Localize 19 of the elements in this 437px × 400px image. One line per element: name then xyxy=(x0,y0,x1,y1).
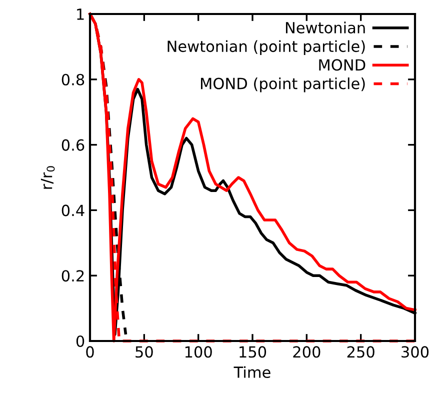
legend-label: Newtonian xyxy=(286,22,365,34)
x-tick-label: 50 xyxy=(136,346,153,358)
y-axis-title: r/r$_{0}$ xyxy=(40,166,55,189)
x-tick-label: 300 xyxy=(402,346,429,358)
y-tick-label: 0.2 xyxy=(62,270,84,282)
x-tick-label: 250 xyxy=(347,346,374,358)
y-tick-label: 0.4 xyxy=(62,204,84,216)
y-tick-label: 0 xyxy=(76,335,84,348)
legend-label: Newtonian (point particle) xyxy=(168,40,365,56)
x-axis-title: Time xyxy=(234,366,270,378)
x-tick-label: 0 xyxy=(86,346,94,358)
y-tick-label: 0.6 xyxy=(62,139,84,151)
x-tick-label: 200 xyxy=(293,346,320,358)
x-tick-label: 150 xyxy=(240,346,266,358)
y-tick-label: 1 xyxy=(77,8,84,20)
x-tick-label: 100 xyxy=(185,346,212,358)
y-tick-label: 0.8 xyxy=(62,74,84,86)
legend-label: MOND xyxy=(319,59,366,71)
legend-label: MOND (point particle) xyxy=(200,77,365,92)
